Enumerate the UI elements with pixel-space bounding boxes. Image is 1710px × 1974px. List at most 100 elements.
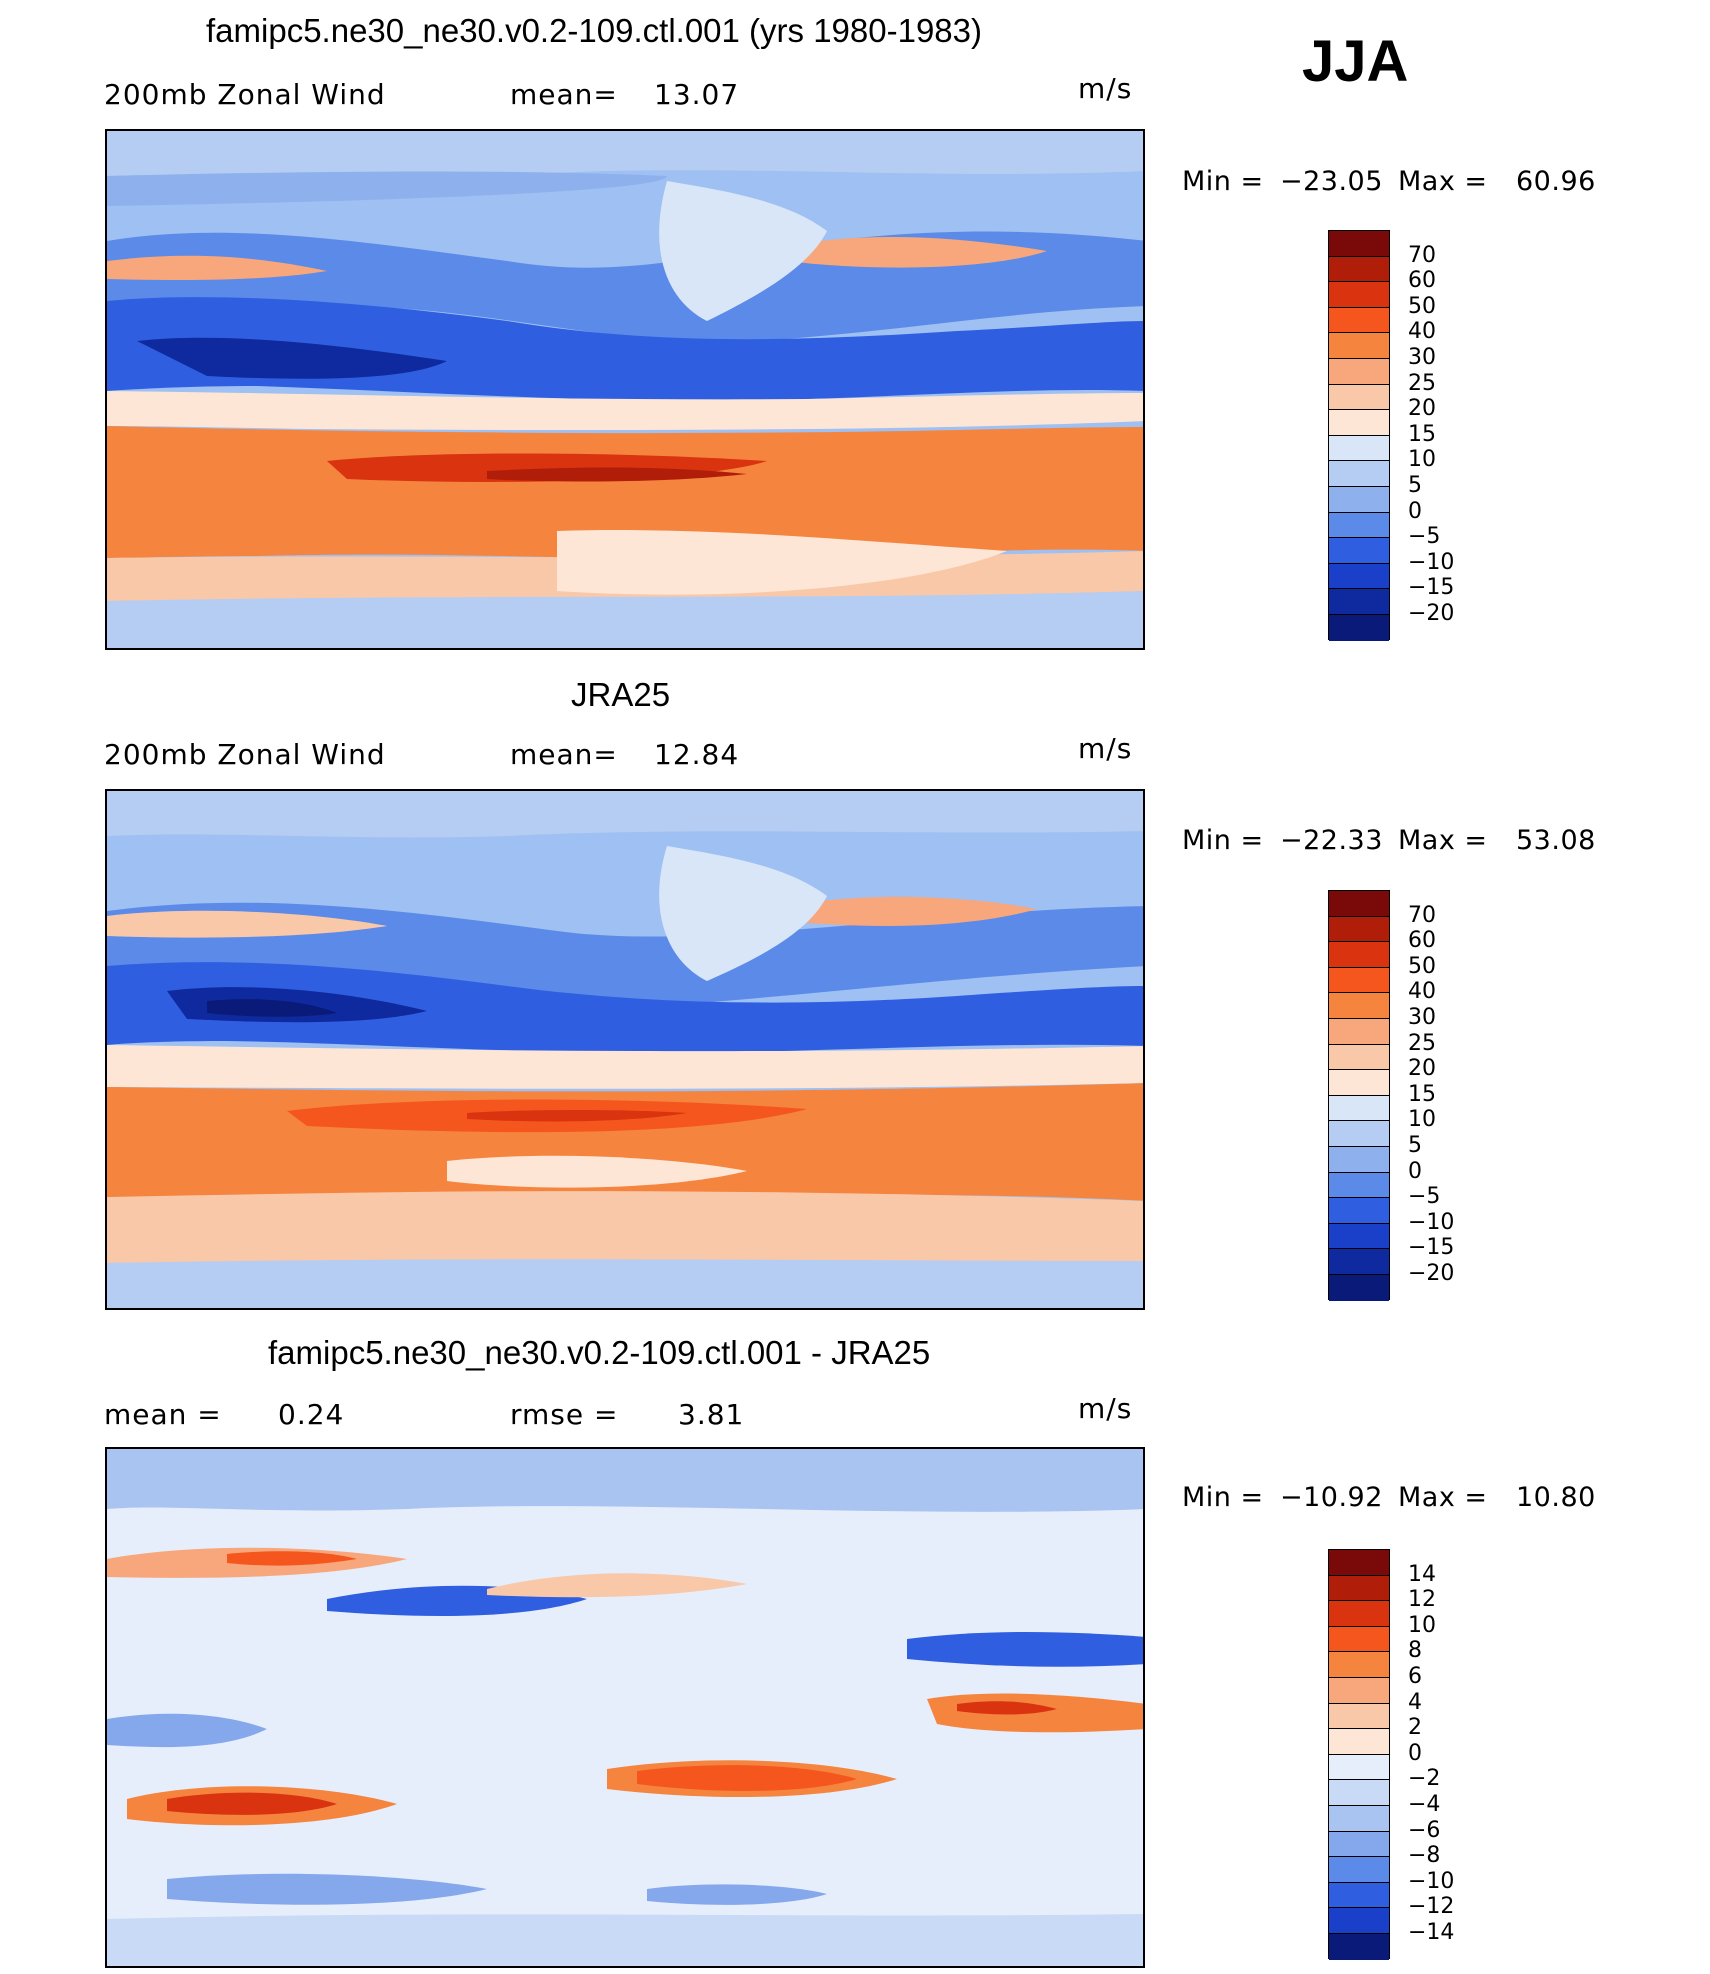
colorbar-tick-label: 15 <box>1408 421 1436 447</box>
panel2-min-value: −22.33 <box>1280 825 1383 856</box>
panel2-variable-label: 200mb Zonal Wind <box>104 738 386 771</box>
panel3-contour-field <box>107 1449 1143 1966</box>
panel2-map <box>105 789 1145 1310</box>
colorbar-tick-label: −10 <box>1408 1209 1455 1235</box>
colorbar-tick-label: −8 <box>1408 1843 1441 1869</box>
colorbar-swatch <box>1329 1780 1389 1806</box>
panel3-rmse-label: rmse = <box>510 1398 619 1431</box>
colorbar-tick-label: −15 <box>1408 575 1455 601</box>
colorbar-tick-label: 10 <box>1408 1612 1436 1638</box>
colorbar-tick-label: 50 <box>1408 293 1436 319</box>
colorbar-swatch <box>1329 614 1389 641</box>
panel1-title: famipc5.ne30_ne30.v0.2-109.ctl.001 (yrs … <box>206 12 982 49</box>
colorbar-swatch <box>1329 461 1389 487</box>
colorbar-swatch <box>1329 256 1389 283</box>
panel3-min-value: −10.92 <box>1280 1482 1383 1513</box>
colorbar-swatch <box>1329 1857 1389 1883</box>
panel1-contour-field <box>107 131 1143 648</box>
panel1-mean-value: 13.07 <box>654 78 740 111</box>
colorbar-tick-label: −4 <box>1408 1792 1441 1817</box>
colorbar-swatch <box>1329 1703 1389 1730</box>
colorbar-tick-label: −20 <box>1408 601 1455 626</box>
colorbar-swatch <box>1329 282 1389 308</box>
colorbar-swatch <box>1329 1172 1389 1199</box>
colorbar-swatch <box>1329 1550 1389 1576</box>
colorbar-swatch <box>1329 358 1389 385</box>
colorbar-tick-label: 10 <box>1408 1107 1436 1133</box>
colorbar-tick-label: 4 <box>1408 1689 1422 1715</box>
colorbar-tick-label: 40 <box>1408 979 1436 1005</box>
panel2-max-label: Max = <box>1398 825 1488 856</box>
panel3-title: famipc5.ne30_ne30.v0.2-109.ctl.001 - JRA… <box>268 1334 931 1371</box>
colorbar-swatch <box>1329 512 1389 539</box>
colorbar-swatch <box>1329 891 1389 917</box>
season-label: JJA <box>1302 29 1409 94</box>
colorbar-tick-label: −2 <box>1408 1766 1441 1792</box>
colorbar-swatch <box>1329 1070 1389 1096</box>
colorbar-swatch <box>1329 942 1389 968</box>
colorbar-tick-label: 25 <box>1408 370 1436 396</box>
colorbar-swatch <box>1329 1095 1389 1122</box>
panel1-variable-label: 200mb Zonal Wind <box>104 78 386 111</box>
colorbar-swatch <box>1329 1274 1389 1301</box>
colorbar-tick-label: −14 <box>1408 1920 1455 1945</box>
colorbar-swatch <box>1329 1198 1389 1224</box>
colorbar-swatch <box>1329 1249 1389 1275</box>
panel1-mean-label: mean= <box>510 78 618 111</box>
colorbar-tick-label: 70 <box>1408 902 1436 928</box>
colorbar-tick-label: 8 <box>1408 1638 1422 1664</box>
panel2-units: m/s <box>1078 732 1133 765</box>
colorbar-swatch <box>1329 486 1389 513</box>
colorbar-tick-label: 30 <box>1408 1005 1436 1030</box>
panel1-min-value: −23.05 <box>1280 166 1383 197</box>
colorbar-tick-label: −20 <box>1408 1261 1455 1286</box>
panel1-colorbar <box>1328 230 1390 641</box>
colorbar-tick-label: 20 <box>1408 396 1436 422</box>
colorbar-tick-label: 5 <box>1408 473 1422 498</box>
colorbar-tick-label: −6 <box>1408 1817 1441 1843</box>
colorbar-swatch <box>1329 1044 1389 1071</box>
colorbar-swatch <box>1329 1575 1389 1602</box>
panel3-map <box>105 1447 1145 1968</box>
colorbar-swatch <box>1329 589 1389 615</box>
colorbar-tick-label: 60 <box>1408 268 1436 294</box>
colorbar-tick-label: −12 <box>1408 1894 1455 1920</box>
colorbar-swatch <box>1329 1882 1389 1909</box>
colorbar-swatch <box>1329 1908 1389 1934</box>
colorbar-swatch <box>1329 1831 1389 1858</box>
colorbar-swatch <box>1329 993 1389 1019</box>
colorbar-tick-label: 60 <box>1408 928 1436 954</box>
panel2-title: JRA25 <box>571 676 671 713</box>
colorbar-tick-label: 20 <box>1408 1056 1436 1082</box>
colorbar-tick-label: 2 <box>1408 1715 1422 1741</box>
colorbar-tick-label: 25 <box>1408 1030 1436 1056</box>
colorbar-swatch <box>1329 1754 1389 1781</box>
colorbar-tick-label: −15 <box>1408 1235 1455 1261</box>
colorbar-tick-label: −5 <box>1408 524 1441 550</box>
panel2-contour-field <box>107 791 1143 1308</box>
colorbar-swatch <box>1329 1933 1389 1960</box>
panel3-rmse-value: 3.81 <box>678 1398 745 1431</box>
colorbar-swatch <box>1329 435 1389 462</box>
colorbar-swatch <box>1329 1146 1389 1173</box>
colorbar-swatch <box>1329 1652 1389 1678</box>
colorbar-tick-label: 50 <box>1408 953 1436 979</box>
panel2-colorbar <box>1328 890 1390 1301</box>
colorbar-swatch <box>1329 1018 1389 1045</box>
colorbar-swatch <box>1329 1223 1389 1250</box>
colorbar-swatch <box>1329 307 1389 334</box>
colorbar-swatch <box>1329 1729 1389 1755</box>
colorbar-tick-label: −10 <box>1408 549 1455 575</box>
colorbar-swatch <box>1329 1601 1389 1627</box>
panel3-mean-value: 0.24 <box>278 1398 345 1431</box>
colorbar-tick-label: 70 <box>1408 242 1436 268</box>
panel2-mean-value: 12.84 <box>654 738 740 771</box>
panel3-max-label: Max = <box>1398 1482 1488 1513</box>
colorbar-swatch <box>1329 410 1389 436</box>
panel1-max-value: 60.96 <box>1516 166 1596 197</box>
colorbar-swatch <box>1329 538 1389 564</box>
panel3-mean-label: mean = <box>104 1398 222 1431</box>
colorbar-tick-label: 12 <box>1408 1587 1436 1613</box>
colorbar-swatch <box>1329 916 1389 943</box>
panel3-colorbar <box>1328 1549 1390 1960</box>
